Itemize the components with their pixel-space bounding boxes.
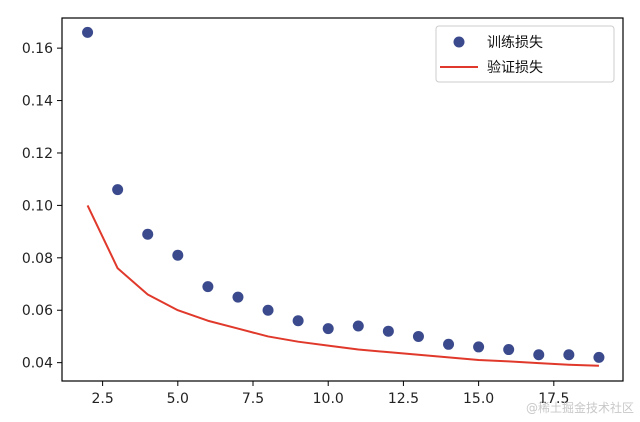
y-tick-label: 0.06 <box>22 303 53 319</box>
training-loss-point <box>82 26 94 38</box>
training-loss-point <box>322 323 334 335</box>
ticks-layer: 2.5 5.0 7.5 10.0 12.5 15.0 17.5 0.04 0.06 0.08 0.1… <box>22 41 570 407</box>
validation-loss-line <box>86 204 599 367</box>
training-loss-point <box>202 281 214 293</box>
series-layer <box>82 26 605 367</box>
y-tick-label: 0.14 <box>22 94 53 110</box>
training-loss-point <box>232 291 244 303</box>
plot-frame <box>61 17 624 382</box>
y-tick-label: 0.08 <box>22 251 53 267</box>
x-tick-label: 12.5 <box>388 391 419 407</box>
y-tick-label: 0.12 <box>22 146 53 162</box>
y-tick-label: 0.10 <box>22 198 53 214</box>
training-loss-point <box>172 249 184 261</box>
training-loss-point <box>593 351 605 363</box>
x-tick-label: 10.0 <box>313 391 344 407</box>
x-tick-label: 2.5 <box>91 391 113 407</box>
legend-label-train: 训练损失 <box>487 35 543 51</box>
x-tick-label: 5.0 <box>167 391 189 407</box>
training-loss-point <box>142 228 154 240</box>
legend-box <box>435 25 615 83</box>
training-loss-point <box>382 325 394 337</box>
training-loss-point <box>443 338 455 350</box>
training-loss-point <box>262 304 274 316</box>
x-tick-label: 17.5 <box>538 391 569 407</box>
training-loss-point <box>352 320 364 332</box>
training-loss-point <box>473 341 485 353</box>
legend-label-val: 验证损失 <box>487 60 543 76</box>
training-loss-point <box>503 344 515 356</box>
training-loss-point <box>112 184 124 196</box>
y-tick-label: 0.04 <box>22 356 53 372</box>
legend: 训练损失 验证损失 <box>435 25 615 83</box>
training-loss-point <box>292 315 304 327</box>
training-loss-point <box>563 349 575 361</box>
y-tick-label: 0.16 <box>22 41 53 57</box>
x-tick-label: 15.0 <box>463 391 494 407</box>
watermark: @稀土掘金技术社区 <box>525 401 634 415</box>
training-loss-point <box>412 330 424 342</box>
training-loss-point <box>533 349 545 361</box>
legend-marker-train <box>453 36 465 48</box>
x-tick-label: 7.5 <box>242 391 264 407</box>
